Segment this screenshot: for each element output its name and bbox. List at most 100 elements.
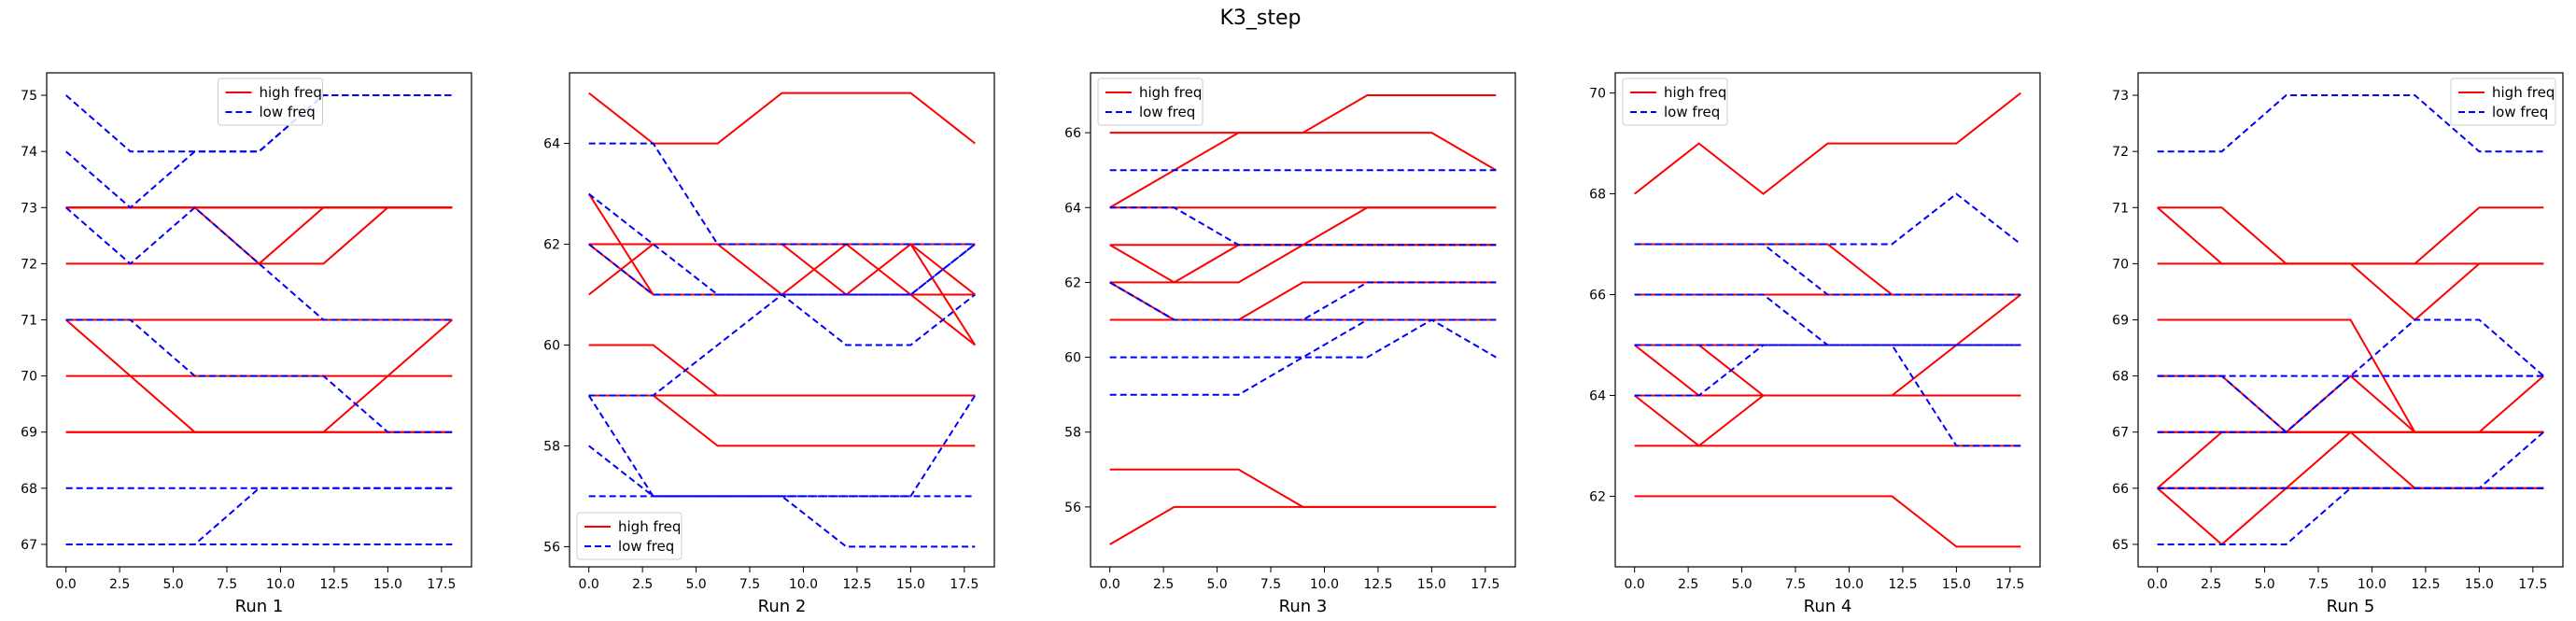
subplot-5: 0.0 2.5 5.0 7.5 10.0 12.5 15.0 17.5 65 66 67 68 69 70… [2112,72,2564,616]
y-tick-label: 69 [2112,314,2129,329]
legend-box [1622,78,1728,126]
legend-high-label: high freq [618,518,681,535]
subplot-1: 0.0 2.5 5.0 7.5 10.0 12.5 15.0 17.5 67 68 69 70 71 72… [21,72,472,616]
legend-low-label: low freq [618,538,674,555]
x-tick-label: 7.5 [1260,577,1281,592]
x-tick-label: 15.0 [373,577,402,592]
legend: high freq low freq [576,512,683,560]
high-freq-series-line [1109,505,1497,545]
x-tick-label: 7.5 [2308,577,2329,592]
y-tick-label: 68 [2112,370,2129,385]
legend-low-label: low freq [1664,104,1720,120]
y-tick-label: 67 [21,538,37,553]
y-tick-label: 66 [1589,289,1606,303]
subplot-2: 0.0 2.5 5.0 7.5 10.0 12.5 15.0 17.5 56 58 60 62 64 Ru… [543,72,995,616]
y-tick-label: 65 [2112,538,2129,553]
x-tick-label: 10.0 [2358,577,2386,592]
x-tick-label: 10.0 [1835,577,1864,592]
low-freq-series-line [1109,206,1497,247]
y-tick-label: 70 [2112,257,2129,272]
y-tick-label: 62 [543,238,560,253]
x-axis-label: Run 1 [235,597,284,616]
x-tick-label: 17.5 [427,577,456,592]
x-tick-label: 0.0 [1625,577,1645,592]
y-tick-label: 66 [2112,482,2129,497]
y-tick-label: 73 [21,201,37,216]
axes-frame [1090,72,1516,568]
legend: high freq low freq [2450,78,2556,126]
high-freq-series-line [1634,495,2021,548]
legend-high-label: high freq [1664,84,1726,101]
axes-frame [1614,72,2041,568]
low-freq-series-line [1634,344,2021,397]
y-tick-label: 56 [543,540,560,555]
x-tick-label: 0.0 [2147,577,2168,592]
x-tick-label: 17.5 [950,577,978,592]
y-tick-label: 68 [21,482,37,497]
x-tick-label: 17.5 [2518,577,2547,592]
x-tick-label: 17.5 [1471,577,1499,592]
x-tick-label: 7.5 [1785,577,1806,592]
y-tick-label: 72 [21,257,37,272]
low-freq-series-line [65,205,453,321]
legend-high-label: high freq [260,84,322,101]
y-tick-label: 58 [1064,426,1081,441]
low-freq-series-line [2157,94,2544,153]
low-freq-series-line [1634,243,2021,296]
y-tick-label: 71 [2112,201,2129,216]
x-tick-label: 2.5 [2201,577,2221,592]
y-tick-label: 75 [21,89,37,104]
y-tick-label: 64 [1589,388,1606,403]
subplot-4: 0.0 2.5 5.0 7.5 10.0 12.5 15.0 17.5 62 64 66 68 70 Ru… [1589,72,2041,616]
low-freq-series-line [2157,374,2544,433]
subplot-grid: 0.0 2.5 5.0 7.5 10.0 12.5 15.0 17.5 67 68 69 70 71 72… [21,72,2564,616]
legend-box [576,512,683,560]
y-tick-label: 66 [1064,126,1081,141]
x-axis-label: Run 3 [1279,597,1328,616]
y-tick-label: 68 [1589,188,1606,203]
y-tick-label: 62 [1064,275,1081,290]
y-tick-label: 70 [1589,87,1606,102]
x-tick-label: 2.5 [1153,577,1174,592]
legend: high freq low freq [218,78,323,126]
x-tick-label: 7.5 [739,577,760,592]
legend: high freq low freq [1622,78,1728,126]
x-tick-label: 10.0 [1310,577,1339,592]
axes-frame [569,72,995,568]
legend-high-label: high freq [2492,84,2555,101]
legend-low-label: low freq [2492,104,2548,120]
x-tick-label: 7.5 [217,577,237,592]
x-axis-label: Run 2 [758,597,807,616]
y-tick-label: 67 [2112,426,2129,441]
y-tick-label: 60 [543,338,560,353]
y-tick-label: 70 [21,370,37,385]
high-freq-series-line [1634,92,2021,195]
y-tick-label: 56 [1064,501,1081,515]
x-tick-label: 0.0 [56,577,77,592]
x-tick-label: 5.0 [685,577,706,592]
low-freq-series-line [65,318,453,433]
y-tick-label: 72 [2112,145,2129,160]
legend-box [218,78,323,126]
y-tick-label: 58 [543,439,560,454]
y-tick-label: 73 [2112,89,2129,104]
figure-title: K3_step [1219,7,1301,30]
x-tick-label: 15.0 [2465,577,2494,592]
y-tick-label: 62 [1589,489,1606,504]
y-tick-label: 60 [1064,351,1081,366]
y-tick-label: 69 [21,426,37,441]
x-tick-label: 0.0 [1100,577,1120,592]
x-tick-label: 2.5 [632,577,653,592]
legend-box [2450,78,2556,126]
x-tick-label: 0.0 [579,577,599,592]
x-tick-label: 5.0 [1206,577,1227,592]
x-tick-label: 5.0 [162,577,183,592]
x-tick-label: 12.5 [1363,577,1392,592]
x-tick-label: 10.0 [789,577,818,592]
x-tick-label: 12.5 [2411,577,2440,592]
low-freq-series-line [588,495,976,548]
legend-low-label: low freq [260,104,316,120]
low-freq-series-line [588,243,976,397]
